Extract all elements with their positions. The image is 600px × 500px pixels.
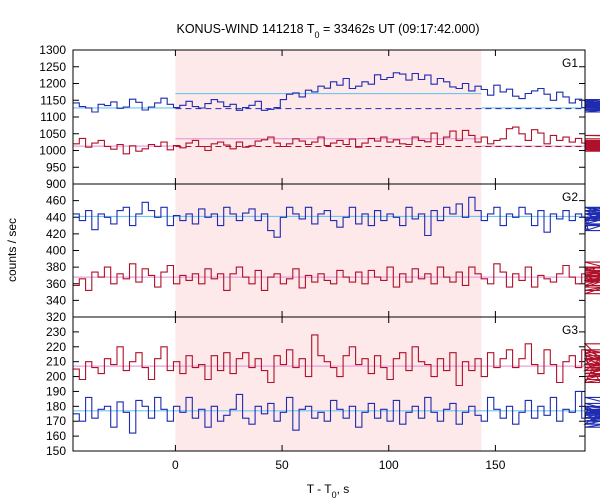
- count-rate-series-red: [73, 126, 600, 155]
- y-tick-label: 160: [46, 429, 66, 443]
- panel-label: G1: [562, 56, 578, 70]
- y-tick-label: 420: [46, 227, 66, 241]
- count-rate-series-blue: [73, 196, 600, 238]
- y-tick-label: 180: [46, 399, 66, 413]
- x-tick-label: 100: [379, 458, 399, 472]
- panel-frame: [72, 316, 586, 452]
- y-tick-label: 150: [46, 444, 66, 458]
- y-tick-label: 360: [46, 277, 66, 291]
- y-tick-label: 220: [46, 340, 66, 354]
- panel-label: G3: [562, 323, 578, 337]
- y-tick-label: 400: [46, 244, 66, 258]
- y-tick-label: 210: [46, 355, 66, 369]
- y-tick-label: 340: [46, 293, 66, 307]
- y-tick-label: 900: [46, 177, 66, 191]
- y-tick-label: 380: [46, 260, 66, 274]
- x-tick-label: 50: [275, 458, 289, 472]
- count-rate-series-red: [73, 261, 600, 295]
- y-tick-label: 1200: [39, 77, 66, 91]
- count-rate-series-blue: [73, 390, 600, 434]
- y-axis-title: counts / sec: [5, 218, 19, 282]
- y-tick-label: 1100: [40, 110, 66, 124]
- y-tick-label: 230: [46, 325, 66, 339]
- y-tick-label: 440: [46, 210, 66, 224]
- panel-g1: 900 950 1000 1050 1100 1150 1200 1250 1300 G1: [39, 43, 600, 191]
- x-tick-label: 150: [485, 458, 505, 472]
- count-rate-series-red: [73, 334, 600, 387]
- panel-label: G2: [562, 190, 578, 204]
- x-tick-label: 0: [172, 458, 179, 472]
- y-tick-label: 200: [46, 370, 66, 384]
- x-axis-title: T - T0, s: [307, 482, 350, 500]
- count-rate-series-blue: [73, 72, 600, 113]
- y-tick-label: 170: [46, 414, 66, 428]
- panel-g2: 320 340 360 380 400 420 440 460 G2: [46, 183, 600, 324]
- y-tick-label: 1150: [40, 93, 66, 107]
- chart-title: KONUS-WIND 141218 T0 = 33462s UT (09:17:…: [177, 22, 480, 40]
- y-tick-label: 190: [46, 384, 66, 398]
- y-tick-label: 320: [46, 310, 66, 324]
- y-tick-label: 460: [46, 194, 66, 208]
- y-tick-label: 1300: [39, 43, 66, 57]
- y-tick-label: 1050: [39, 127, 66, 141]
- highlight-interval-band: [175, 50, 482, 451]
- y-tick-label: 1250: [39, 60, 66, 74]
- y-tick-label: 950: [46, 160, 66, 174]
- y-tick-label: 1000: [39, 144, 66, 158]
